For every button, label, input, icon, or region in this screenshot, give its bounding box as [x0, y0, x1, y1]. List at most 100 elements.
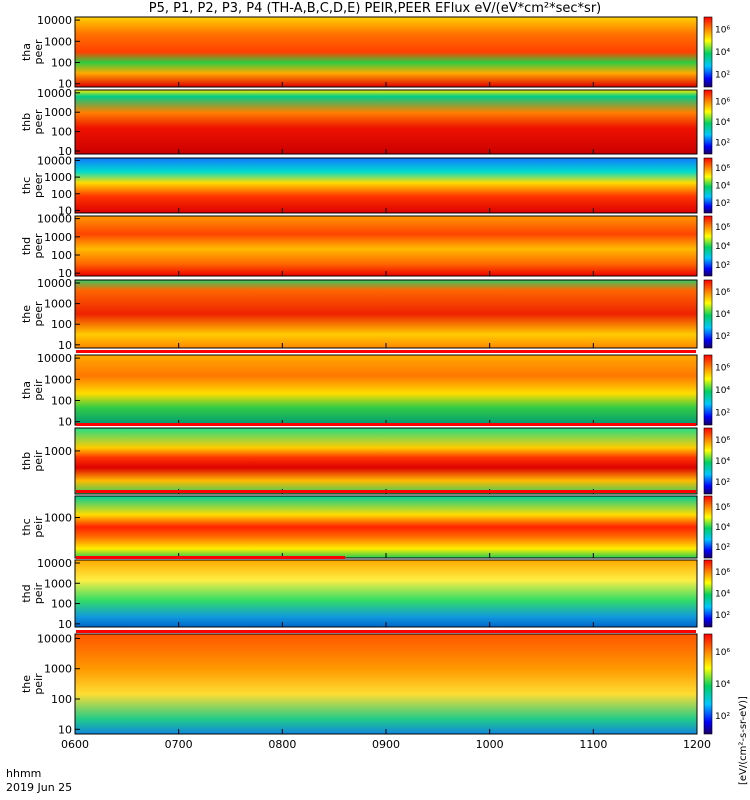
y-tick-label: 1000 — [44, 663, 72, 676]
y-tick-label: 100 — [51, 693, 72, 706]
y-axis-label: thb — [20, 452, 33, 470]
y-tick-label: 10 — [58, 723, 72, 736]
x-tick-label: 1200 — [683, 738, 711, 751]
y-tick-label: 100 — [51, 249, 72, 262]
y-axis-label: thc — [20, 518, 33, 535]
y-tick-label: 10000 — [37, 154, 72, 167]
panel-thc-peer: 10000 1000 100 10 thc peer 10⁶ 10⁴ 10² — [20, 154, 730, 217]
colorbar-tick-label: 10² — [715, 478, 730, 488]
y-tick-label: 10000 — [37, 213, 72, 226]
panel-separator-bar — [76, 556, 345, 559]
y-tick-label: 10000 — [37, 352, 72, 365]
y-axis-label: peir — [32, 450, 45, 472]
spectrogram-image — [75, 90, 697, 154]
panel-separator-bar — [76, 490, 696, 493]
y-axis-label: tha — [20, 43, 33, 61]
panel-separator-bar — [76, 350, 696, 353]
x-tick-label: 1100 — [579, 738, 607, 751]
colorbar-tick-label: 10² — [715, 332, 730, 342]
colorbar-tick-label: 10⁶ — [715, 288, 730, 298]
y-tick-label: 10 — [58, 204, 72, 217]
y-tick-label: 10000 — [37, 14, 72, 27]
colorbar-tick-label: 10² — [715, 70, 730, 80]
y-axis-label: thb — [20, 113, 33, 131]
y-axis-label: thc — [20, 177, 33, 194]
spectrogram-image — [75, 280, 697, 348]
y-axis-label: thd — [20, 584, 33, 602]
x-tick-label: 1000 — [476, 738, 504, 751]
y-axis-label: peer — [32, 109, 45, 135]
spectrogram-image — [75, 158, 697, 213]
y-tick-label: 1000 — [44, 577, 72, 590]
y-axis-label: peer — [32, 301, 45, 327]
colorbar-tick-label: 10⁶ — [715, 26, 730, 36]
y-tick-label: 100 — [51, 598, 72, 611]
colorbar-tick-label: 10⁴ — [715, 118, 730, 128]
y-tick-label: 10 — [58, 267, 72, 280]
panel-thd-peir: 10000 1000 100 10 thd peir 10⁶ 10⁴ 10² — [20, 557, 730, 631]
y-tick-label: 1000 — [44, 512, 72, 525]
colorbar-tick-label: 10⁶ — [715, 164, 730, 174]
y-axis-label: peir — [32, 379, 45, 401]
y-tick-label: 1000 — [44, 298, 72, 311]
colorbar — [703, 157, 713, 214]
colorbar-tick-label: 10² — [715, 408, 730, 418]
y-axis-label: peir — [32, 673, 45, 695]
y-tick-label: 100 — [51, 188, 72, 201]
x-tick-label: 0800 — [268, 738, 296, 751]
spectrogram-image — [75, 216, 697, 276]
colorbar-tick-label: 10⁶ — [715, 223, 730, 233]
x-tick-label: 0700 — [165, 738, 193, 751]
colorbar-tick-label: 10⁴ — [715, 680, 730, 690]
colorbar-tick-label: 10⁶ — [715, 436, 730, 446]
panel-tha-peer: 10000 1000 100 10 tha peer 10⁶ 10⁴ 10² — [20, 14, 730, 91]
y-tick-label: 10 — [58, 339, 72, 352]
colorbar-tick-label: 10⁴ — [715, 48, 730, 58]
y-axis-label: peer — [32, 39, 45, 65]
colorbar-tick-label: 10² — [715, 712, 730, 722]
colorbar — [703, 279, 713, 349]
colorbar — [703, 16, 713, 88]
colorbar-tick-label: 10⁶ — [715, 648, 730, 658]
colorbar-tick-label: 10⁶ — [715, 503, 730, 513]
y-tick-label: 10 — [58, 416, 72, 429]
colorbar-tick-label: 10² — [715, 611, 730, 621]
y-tick-label: 1000 — [44, 171, 72, 184]
y-tick-label: 10 — [58, 145, 72, 158]
spectrogram-image — [75, 17, 697, 87]
colorbar-tick-label: 10⁴ — [715, 457, 730, 467]
colorbar — [703, 633, 713, 735]
y-tick-label: 10000 — [37, 557, 72, 570]
y-tick-label: 1000 — [44, 106, 72, 119]
colorbar-tick-label: 10⁴ — [715, 182, 730, 192]
colorbar-tick-label: 10² — [715, 199, 730, 209]
panel-thb-peir: 1000 thb peir 10⁶ 10⁴ 10² — [20, 427, 730, 495]
spectrogram-image — [75, 496, 697, 558]
spectrogram-image — [75, 634, 697, 734]
colorbar-tick-label: 10⁴ — [715, 310, 730, 320]
y-tick-label: 100 — [51, 126, 72, 139]
colorbar-tick-label: 10⁶ — [715, 98, 730, 108]
colorbar-tick-label: 10² — [715, 138, 730, 148]
y-tick-label: 1000 — [44, 373, 72, 386]
colorbar-tick-label: 10⁶ — [715, 364, 730, 374]
y-tick-label: 1000 — [44, 35, 72, 48]
colorbar — [703, 354, 713, 426]
x-tick-label: 0900 — [372, 738, 400, 751]
panel-thd-peer: 10000 1000 100 10 thd peer 10⁶ 10⁴ 10² — [20, 213, 730, 281]
y-tick-label: 10000 — [37, 632, 72, 645]
time-axis-label: hhmm — [6, 767, 42, 780]
y-tick-label: 1000 — [44, 445, 72, 458]
spectrogram-image — [75, 428, 697, 494]
y-axis-label: tha — [20, 381, 33, 399]
y-axis-label: peir — [32, 516, 45, 538]
figure-title: P5, P1, P2, P3, P4 (TH-A,B,C,D,E) PEIR,P… — [148, 1, 602, 16]
colorbar — [703, 89, 713, 155]
y-axis-label: peer — [32, 173, 45, 199]
x-tick-label: 0600 — [61, 738, 89, 751]
y-axis-label: the — [20, 675, 33, 693]
panel-separator-bar — [76, 423, 696, 426]
y-axis-label: the — [20, 305, 33, 323]
time-axis: 0600 0700 0800 0900 1000 1100 1200 — [61, 738, 711, 751]
